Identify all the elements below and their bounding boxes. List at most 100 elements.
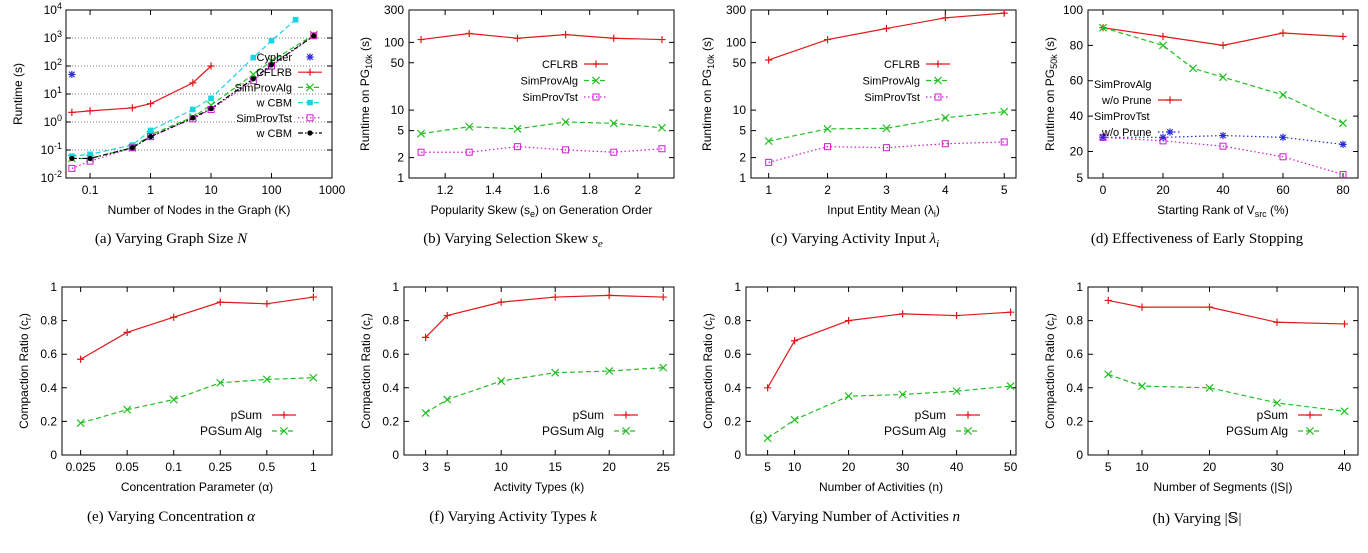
data-point [824, 143, 832, 151]
legend: pSum PGSum Alg [200, 408, 296, 438]
x-tick-label: 10 [204, 183, 218, 197]
data-point [899, 310, 907, 318]
x-tick-label: 3 [422, 460, 429, 474]
series-1 [1098, 23, 1348, 128]
x-tick-label: 40 [1216, 183, 1230, 197]
data-point [497, 298, 505, 306]
x-tick-label: 1.2 [437, 183, 454, 197]
y-tick-label: 0.2 [724, 414, 741, 428]
series-1 [1104, 370, 1349, 416]
y-axis-label: Runtime on PG10k (s) [700, 37, 716, 151]
chart-svg: 0 0.2 0.4 0.6 0.8 1 3 5 10 15 20 25 Activity Types (… [359, 280, 675, 494]
chart-caption: (h) Varying |𝕊| [1026, 509, 1368, 528]
legend-label: CFLRB [542, 59, 578, 71]
y-tick-label: 1 [397, 171, 404, 185]
y-tick-label: 10 [733, 103, 747, 117]
caption-symbol-sub: i [936, 238, 940, 250]
series-1 [421, 363, 668, 418]
series-0 [417, 29, 666, 44]
x-tick-label: 5 [444, 460, 451, 474]
data-point [147, 133, 155, 141]
y-tick-label: 1 [1076, 280, 1083, 294]
y-tick-label: 300 [384, 3, 404, 17]
legend: CFLRB SimProvAlg SimProvTst [863, 59, 950, 104]
data-point [1099, 133, 1107, 141]
x-axis-label: Starting Rank of Vsrc (%) [1157, 203, 1288, 219]
chart-caption: (e) Varying Concentration α [0, 509, 342, 526]
x-tick-label: 20 [842, 460, 856, 474]
y-tick-label: 10-2 [41, 169, 62, 185]
data-point [309, 293, 317, 301]
series-1 [764, 107, 1009, 146]
data-point [1098, 23, 1108, 32]
series-1 [417, 117, 666, 138]
series-1 [68, 62, 215, 117]
chart-panel-f: 0 0.2 0.4 0.6 0.8 1 3 5 10 15 20 25 Activity Types (… [342, 277, 684, 517]
series-line [71, 65, 212, 114]
data-point [292, 16, 299, 23]
y-axis-label: Compaction Ratio (cr) [17, 313, 33, 429]
series-line [1102, 136, 1344, 176]
data-point [659, 363, 668, 372]
data-point [280, 411, 288, 419]
caption-text: (a) Varying Graph Size [94, 231, 234, 247]
x-tick-label: 2 [824, 183, 831, 197]
y-tick-label: 0 [1076, 448, 1083, 462]
chart-svg: 10-2 10-1 100 101 102 103 104 0.1 1 10 100 1000 Numb… [11, 1, 346, 217]
x-tick-label: 80 [1336, 183, 1350, 197]
series-line [768, 141, 1005, 163]
data-point [1219, 41, 1227, 49]
x-tick-label: 10 [788, 460, 802, 474]
data-point [1340, 407, 1349, 416]
plot-area [1087, 286, 1359, 456]
data-point [170, 313, 178, 321]
caption-text: (f) Varying Activity Types [429, 509, 587, 525]
data-point [1339, 170, 1347, 178]
data-point [1219, 142, 1227, 150]
x-tick-label: 1.8 [581, 183, 598, 197]
data-point [128, 104, 136, 112]
data-point [310, 32, 318, 40]
data-point [659, 293, 667, 301]
caption-symbol: α [243, 509, 255, 525]
data-point [1279, 153, 1287, 161]
caption-text: (b) Varying Selection Skew [423, 231, 589, 247]
y-tick-label: 0 [50, 448, 57, 462]
data-point [1339, 140, 1347, 148]
legend-label: w/o Prune [1101, 127, 1152, 139]
data-point [1000, 9, 1008, 17]
x-axis-label: Popularity Skew (se) on Generation Order [431, 203, 653, 219]
data-point [77, 355, 85, 363]
data-point [422, 333, 430, 341]
data-point [605, 291, 613, 299]
y-tick-label: 0.8 [40, 314, 57, 328]
plot-area [750, 9, 1017, 179]
y-tick-label: 0 [734, 448, 741, 462]
chart-panel-a: 10-2 10-1 100 101 102 103 104 0.1 1 10 100 1000 Numb… [0, 0, 346, 240]
data-point [309, 373, 318, 382]
chart-caption: (g) Varying Number of Activities n [684, 509, 1026, 526]
data-point [268, 37, 275, 44]
data-point [823, 124, 832, 133]
data-point [189, 79, 197, 87]
y-tick-label: 2 [739, 151, 746, 165]
data-point [551, 293, 559, 301]
data-point [497, 377, 506, 386]
series-0 [68, 70, 76, 79]
data-point [1166, 96, 1174, 104]
data-point [76, 419, 85, 428]
data-point [592, 60, 600, 68]
y-tick-label: 80 [1070, 38, 1084, 52]
series-1 [76, 373, 318, 428]
y-tick-label: 0.6 [724, 347, 741, 361]
x-tick-label: 25 [657, 460, 671, 474]
data-point [764, 384, 772, 392]
chart-svg: 0 0.2 0.4 0.6 0.8 1 0.025 0.05 0.1 0.25 0.5 1 Concen… [17, 280, 333, 494]
series-1 [763, 382, 1015, 443]
data-point [791, 337, 799, 345]
legend-label: w CBM [256, 98, 292, 110]
data-point [658, 35, 666, 44]
chart-svg: 1 2 5 10 50 100 300 1.2 1.4 1.6 1.8 2 Popularity Ske… [358, 3, 675, 219]
chart-panel-c: 1 2 5 10 50 100 300 1 2 3 4 5 Input Entity Mean (λi)… [684, 0, 1026, 240]
data-point [1218, 73, 1228, 82]
